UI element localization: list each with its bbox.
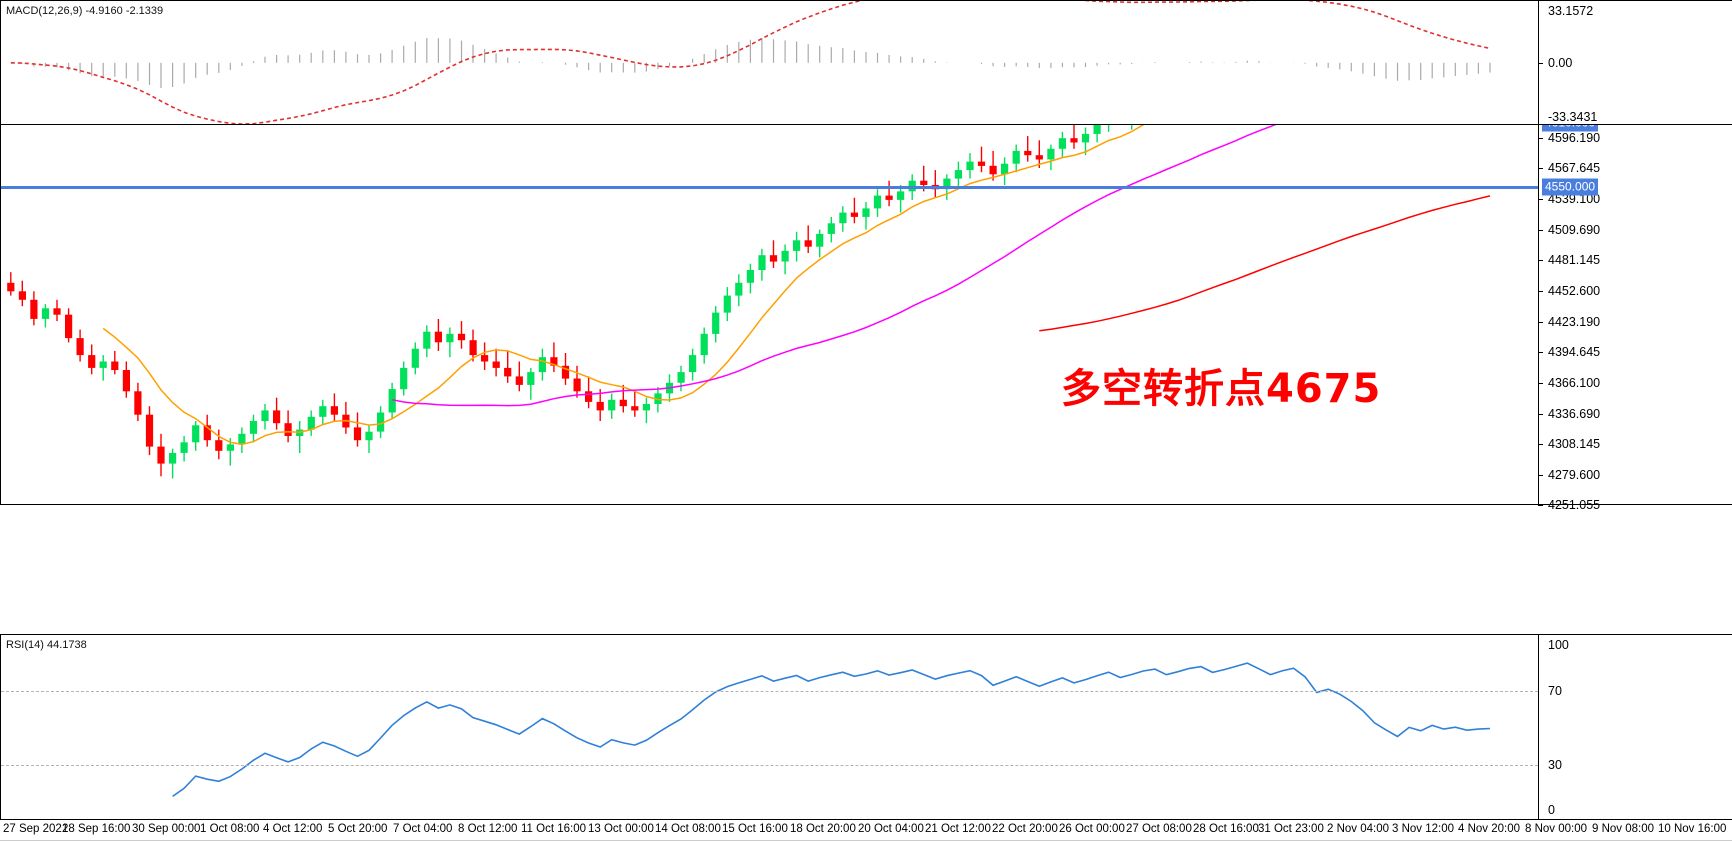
time-axis-label: 10 Nov 16:00 <box>1658 823 1727 835</box>
time-axis-label: 1 Oct 08:00 <box>200 823 260 835</box>
time-axis-label: 28 Oct 16:00 <box>1193 823 1259 835</box>
price-axis-tick <box>1538 382 1543 384</box>
rsi-axis-label: 70 <box>1548 683 1562 698</box>
price-axis-label: 4423.190 <box>1548 314 1601 329</box>
time-axis[interactable]: 27 Sep 2021 28 Sep 16:00 30 Sep 00:00 1 Oct… <box>0 820 1732 841</box>
rsi-series <box>172 662 1491 798</box>
blue-level-line-4550[interactable] <box>1 186 1538 190</box>
support-level-tag[interactable]: 4550.000 <box>1542 178 1599 196</box>
price-axis-tick <box>1538 474 1543 476</box>
chart-annotation-text: 多空转折点4675 <box>1061 366 1382 412</box>
time-axis-label: 14 Oct 08:00 <box>655 823 721 835</box>
rsi-label: RSI(14) 44.1738 <box>6 639 87 651</box>
macd-axis: 33.1572 0.00 -33.3431 <box>1538 1 1732 124</box>
time-axis-label: 2 Nov 04:00 <box>1327 823 1390 835</box>
rsi-plot-area[interactable] <box>1 635 1539 819</box>
time-axis-label: 11 Oct 16:00 <box>521 823 586 835</box>
price-axis-tick <box>1538 198 1543 200</box>
macd-panel[interactable]: MACD(12,26,9) -4.9160 -2.1339 33.1572 0.0… <box>0 0 1732 125</box>
time-axis-label: 13 Oct 00:00 <box>588 823 654 835</box>
time-axis-label: 4 Nov 20:00 <box>1458 823 1521 835</box>
price-axis-tick <box>1538 321 1543 323</box>
price-axis-label: 4336.690 <box>1548 406 1601 421</box>
price-axis-label: 4452.600 <box>1548 283 1601 298</box>
panel-left-border <box>0 1 1 124</box>
macd-plot-area[interactable] <box>1 1 1539 124</box>
time-axis-label: 4 Oct 12:00 <box>263 823 323 835</box>
price-axis-label: 4481.145 <box>1548 253 1601 268</box>
time-axis-label: 30 Sep 00:00 <box>132 823 201 835</box>
macd-axis-label: 0.00 <box>1548 55 1573 70</box>
price-axis-tick <box>1538 444 1543 446</box>
price-axis-label: 4509.690 <box>1548 222 1601 237</box>
time-axis-label: 22 Oct 20:00 <box>992 823 1058 835</box>
time-axis-label: 28 Sep 16:00 <box>62 823 131 835</box>
panel-left-border <box>0 1 1 504</box>
rsi-panel[interactable]: RSI(14) 44.1738 100 70 30 0 <box>0 634 1732 820</box>
macd-axis-tick <box>1538 62 1543 64</box>
time-axis-label: 20 Oct 04:00 <box>858 823 924 835</box>
panel-left-border <box>0 635 1 819</box>
price-axis-label: 4567.645 <box>1548 161 1601 176</box>
time-axis-label: 27 Oct 08:00 <box>1126 823 1192 835</box>
time-axis-label: 21 Oct 12:00 <box>925 823 991 835</box>
macd-series <box>10 1 1491 124</box>
time-axis-label: 18 Oct 20:00 <box>790 823 856 835</box>
price-axis-label: 4279.600 <box>1548 467 1601 482</box>
price-axis-label: 4394.645 <box>1548 345 1601 360</box>
price-axis-tick <box>1538 229 1543 231</box>
time-axis-label: 9 Nov 08:00 <box>1592 823 1655 835</box>
rsi-band-30 <box>1 764 1538 766</box>
price-axis-tick <box>1538 290 1543 292</box>
time-axis-label: 8 Oct 12:00 <box>458 823 518 835</box>
rsi-axis-label: 30 <box>1548 757 1562 772</box>
price-axis-tick <box>1538 413 1543 415</box>
price-axis-tick <box>1538 260 1543 262</box>
price-axis-tick <box>1538 137 1543 139</box>
time-axis-label: 31 Oct 23:00 <box>1258 823 1324 835</box>
time-axis-label: 26 Oct 00:00 <box>1059 823 1125 835</box>
time-axis-label: 5 Oct 20:00 <box>328 823 388 835</box>
price-axis-label: 4251.055 <box>1548 498 1601 512</box>
time-axis-label: 7 Oct 04:00 <box>393 823 453 835</box>
macd-axis-label: -33.3431 <box>1548 110 1598 124</box>
price-axis-label: 4308.145 <box>1548 437 1601 452</box>
macd-label: MACD(12,26,9) -4.9160 -2.1339 <box>6 5 164 17</box>
rsi-band-70 <box>1 690 1538 692</box>
time-axis-label: 3 Nov 12:00 <box>1392 823 1455 835</box>
rsi-axis: 100 70 30 0 <box>1538 635 1732 819</box>
rsi-axis-label: 0 <box>1548 803 1555 817</box>
price-axis-tick <box>1538 505 1543 506</box>
price-axis-tick <box>1538 168 1543 170</box>
price-axis-label: 4366.100 <box>1548 375 1601 390</box>
price-axis-tick <box>1538 352 1543 354</box>
time-axis-label: 27 Sep 2021 <box>3 823 69 835</box>
rsi-axis-label: 100 <box>1548 638 1569 652</box>
price-axis-label: 4596.190 <box>1548 130 1601 145</box>
time-axis-label: 15 Oct 16:00 <box>722 823 788 835</box>
macd-axis-label: 33.1572 <box>1548 4 1594 18</box>
time-axis-label: 8 Nov 00:00 <box>1525 823 1588 835</box>
